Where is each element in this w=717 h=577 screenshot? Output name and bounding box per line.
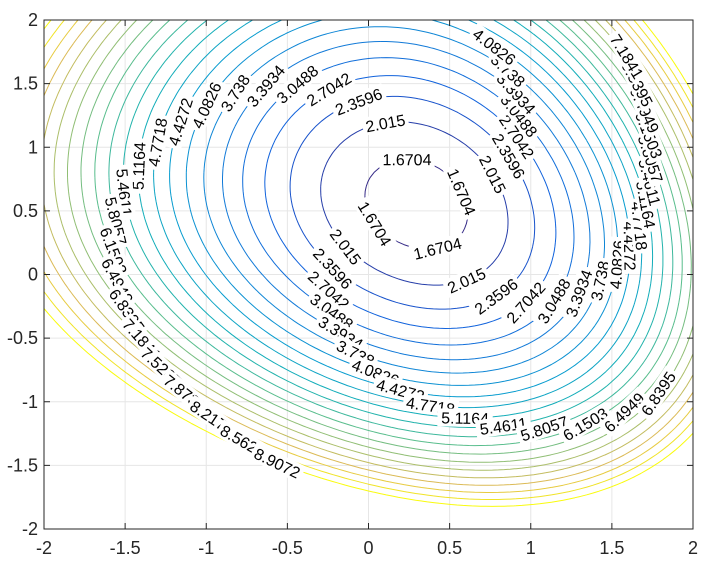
contour-label-background: [361, 109, 410, 136]
contour-label-background: [95, 221, 133, 280]
y-tick-label: 0.5: [13, 201, 38, 221]
contour-label-background: [531, 272, 576, 330]
contour-line-4.7718: [153, 19, 643, 409]
contour-label-background: [379, 150, 435, 169]
contour-label-group: 8.9072: [248, 442, 307, 483]
contour-label-background: [487, 127, 531, 185]
contour-label-background: [632, 175, 661, 234]
contour-label: 2.015: [364, 112, 407, 136]
x-tick-label: -1: [198, 538, 214, 558]
x-tick-label: 1: [526, 538, 536, 558]
contour-label-background: [96, 252, 139, 310]
contour-label-background: [605, 28, 650, 85]
y-tick-label: 0: [28, 265, 38, 285]
contour-label-background: [408, 232, 467, 264]
contour-label-background: [586, 256, 614, 306]
contour-label-background: [143, 113, 171, 171]
contour-label-background: [215, 68, 255, 118]
contour-label-background: [240, 58, 291, 113]
contour-label-group: 5.1164: [128, 138, 149, 194]
contour-label: 1.6704: [354, 199, 394, 250]
contour-label-background: [635, 365, 681, 422]
contour-line-4.0826: [185, 19, 619, 386]
contour-label: 5.4611: [479, 416, 529, 439]
contour-label-background: [441, 262, 492, 298]
axis-ticks: -2 -1.5 -1 -0.5 0 0.5 1 1.5 2 -2 -1.5 -1 -0.5 0 0.5 1 1.…: [7, 10, 698, 558]
y-tick-label: 1: [28, 137, 38, 157]
contour-label: 5.1164: [131, 142, 150, 191]
contour-label-background: [302, 264, 356, 316]
contour-label-group: 2.015: [361, 109, 410, 136]
x-tick-label: -0.5: [272, 538, 303, 558]
contour-label-background: [352, 195, 398, 252]
y-tick-label: 1.5: [13, 74, 38, 94]
contour-label-background: [248, 442, 307, 483]
y-tick-label: -2: [22, 519, 38, 539]
contour-label-background: [468, 272, 524, 320]
contour-label-background: [300, 66, 357, 112]
y-tick-label: -1.5: [7, 455, 38, 475]
contour-line-7.1841: [53, 19, 694, 471]
contour-label-background: [163, 92, 197, 151]
contour-label-background: [597, 386, 651, 438]
contour-label-background: [500, 275, 551, 329]
contour-label-background: [467, 22, 522, 71]
contour-label-background: [329, 83, 388, 120]
contour-label-background: [494, 108, 540, 165]
contour-label-background: [324, 222, 367, 271]
contour-label-background: [474, 149, 512, 199]
contour-label-background: [307, 241, 359, 295]
contour-label-background: [128, 138, 149, 194]
contour-label-background: [560, 264, 597, 323]
contour-line-5.8057: [108, 19, 674, 438]
contour-label-background: [304, 287, 360, 336]
contour-label-group: 1.6704: [442, 162, 482, 221]
contour-label-background: [101, 192, 132, 250]
y-tick-label: -0.5: [7, 328, 38, 348]
contour-label: 8.9072: [251, 446, 303, 483]
contour-label-background: [556, 402, 614, 446]
x-tick-label: 1.5: [599, 538, 624, 558]
contour-label-background: [491, 66, 542, 120]
contour-label-group: 1.6704: [352, 195, 398, 252]
x-tick-label: 0.5: [437, 538, 462, 558]
x-tick-label: -1.5: [110, 538, 141, 558]
contour-label-background: [186, 76, 227, 134]
y-tick-label: -1: [22, 392, 38, 412]
contour-label-background: [442, 162, 482, 221]
contour-label-group: 1.6704: [379, 150, 435, 169]
y-tick-label: 2: [28, 10, 38, 30]
contour-label-group: 1.6704: [408, 232, 467, 264]
x-tick-label: 2: [688, 538, 698, 558]
x-tick-label: -2: [36, 538, 52, 558]
contour-label-background: [515, 410, 574, 446]
contour-label-background: [270, 59, 324, 109]
x-tick-label: 0: [363, 538, 373, 558]
contour-label: 1.6704: [383, 152, 432, 169]
contour-label-background: [495, 88, 544, 143]
